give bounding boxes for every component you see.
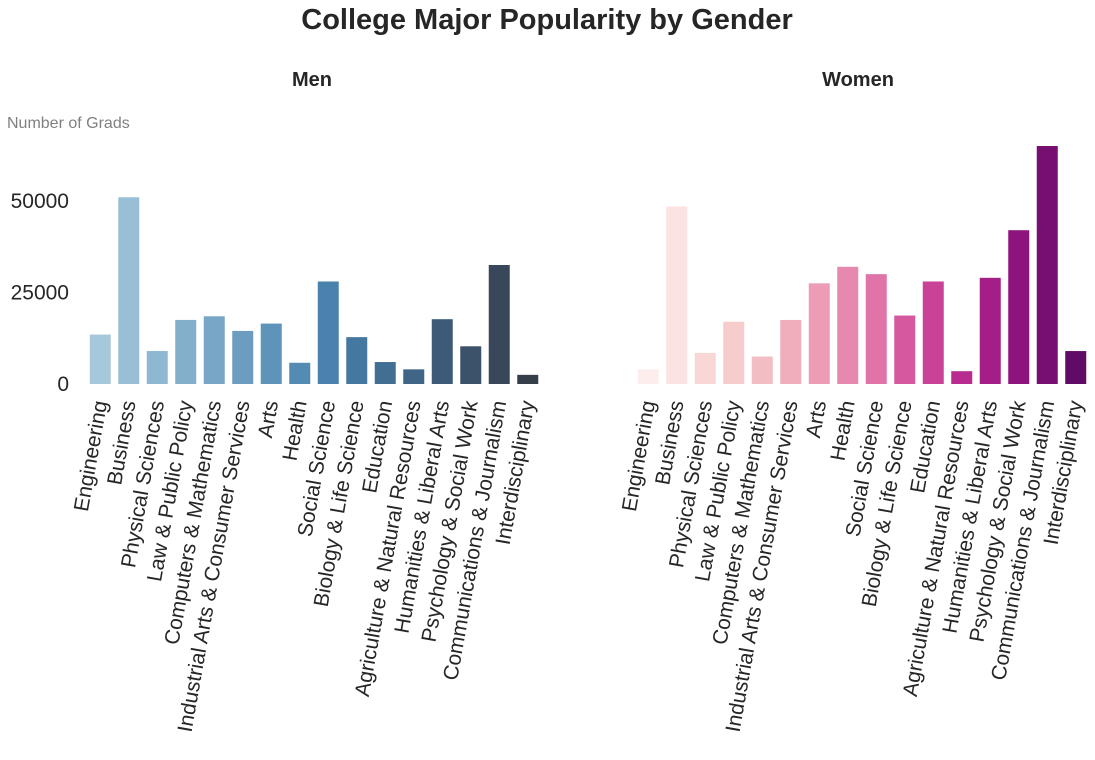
- x-tick-label: Engineering: [618, 399, 660, 513]
- women-bar: [780, 319, 802, 384]
- y-tick-label: 50000: [11, 190, 69, 213]
- men-bar: [460, 346, 482, 384]
- women-bar: [723, 321, 745, 384]
- men-bar: [317, 281, 339, 384]
- men-bar: [289, 362, 311, 384]
- men-bar: [488, 265, 510, 384]
- men-bar: [175, 319, 197, 384]
- men-bar: [517, 374, 539, 384]
- women-bar: [837, 266, 859, 384]
- men-bar: [431, 319, 453, 384]
- women-bar: [666, 206, 688, 384]
- chart-title: College Major Popularity by Gender: [301, 4, 793, 36]
- men-bar: [374, 362, 396, 384]
- men-bar: [403, 369, 425, 384]
- men-panel: Men Number of Grads 0 25000 50000 Engineering…: [7, 69, 540, 734]
- women-bar: [751, 356, 773, 384]
- women-bar: [865, 274, 887, 384]
- men-bar: [146, 351, 168, 384]
- x-tick-label: Arts: [254, 399, 283, 440]
- men-bar: [232, 330, 254, 384]
- x-tick-label: Health: [826, 399, 859, 463]
- women-panel-title: Women: [822, 69, 894, 91]
- women-bar: [694, 352, 716, 384]
- x-tick-label: Arts: [802, 399, 831, 440]
- y-axis-label: Number of Grads: [7, 115, 130, 132]
- women-bar: [979, 277, 1001, 384]
- men-bar: [346, 337, 368, 384]
- men-panel-title: Men: [292, 69, 332, 91]
- men-bar: [89, 334, 111, 384]
- women-bar: [1036, 146, 1058, 384]
- x-tick-label: Health: [278, 399, 311, 463]
- men-bar: [260, 323, 282, 384]
- y-tick-label: 25000: [11, 281, 69, 304]
- women-bar: [951, 371, 973, 384]
- women-bar: [1065, 351, 1087, 384]
- y-tick-label: 0: [57, 373, 69, 396]
- x-tick-label: Engineering: [70, 399, 112, 513]
- men-bar: [118, 197, 140, 384]
- women-bar: [637, 369, 659, 384]
- women-bar: [808, 283, 830, 384]
- women-bar: [894, 315, 916, 384]
- women-bar: [1008, 230, 1030, 384]
- men-bar: [203, 316, 225, 384]
- women-bar: [922, 281, 944, 384]
